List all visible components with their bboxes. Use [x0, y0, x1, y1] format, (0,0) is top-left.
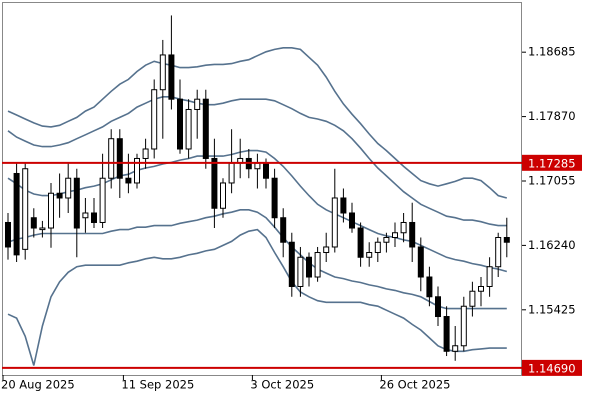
candle-body — [39, 227, 46, 231]
candle-body — [409, 221, 416, 248]
candle-body — [288, 241, 295, 287]
candle-body — [228, 162, 235, 184]
candle-body — [56, 192, 63, 199]
x-tick-label: 3 Oct 2025 — [250, 378, 314, 392]
candle-body — [13, 172, 20, 256]
y-tick-label: 1.18685 — [528, 45, 576, 59]
candle-body — [417, 246, 424, 278]
band-line — [7, 96, 507, 227]
price-label-box — [522, 359, 582, 376]
candle-body — [297, 256, 304, 287]
candle-body — [30, 217, 37, 229]
candle-body — [125, 177, 132, 184]
candle-body — [314, 252, 321, 278]
candle-body — [400, 221, 407, 234]
price-label: 1.14690 — [528, 361, 576, 375]
candle-body — [168, 54, 175, 100]
candle-body — [486, 266, 493, 287]
candle-body — [254, 162, 261, 170]
candle-body — [99, 177, 106, 223]
candle-body — [443, 316, 450, 352]
candle-body — [271, 177, 278, 219]
candle-body — [323, 246, 330, 254]
candle-body — [185, 108, 192, 150]
candle-body — [73, 177, 80, 229]
price-label-box — [522, 154, 582, 171]
candle-body — [91, 212, 97, 223]
candle-body — [374, 241, 381, 254]
x-tick-label: 11 Sep 2025 — [121, 378, 194, 392]
candle-body — [142, 148, 149, 159]
candle-body — [495, 236, 502, 268]
candle-body — [435, 296, 441, 318]
y-tick-label: 1.15425 — [528, 302, 576, 316]
candle-body — [22, 168, 29, 250]
y-tick-label: 1.17870 — [528, 109, 576, 123]
price-label: 1.17285 — [528, 156, 576, 170]
candle-body — [134, 157, 140, 184]
candle-body — [478, 285, 484, 292]
candle-body — [82, 212, 89, 219]
candle-body — [426, 276, 433, 298]
candle-body — [357, 227, 364, 258]
candle-body — [48, 192, 54, 229]
candle-body — [280, 217, 287, 243]
candle-body — [503, 236, 510, 243]
y-tick-label: 1.17055 — [528, 173, 576, 187]
band-line — [7, 209, 507, 310]
x-tick-label: 26 Oct 2025 — [379, 378, 450, 392]
y-tick-label: 1.16240 — [528, 238, 576, 252]
candle-body — [306, 256, 312, 278]
candle-body — [460, 305, 467, 347]
candle-body — [159, 54, 166, 91]
candle-body — [469, 290, 476, 307]
band-line — [7, 47, 508, 199]
candle-body — [349, 212, 355, 229]
candle-body — [392, 232, 398, 238]
candle-body — [65, 177, 72, 199]
candle-body — [331, 197, 338, 248]
candle-body — [151, 89, 158, 150]
candle-body — [177, 98, 183, 150]
x-tick-label: 20 Aug 2025 — [1, 378, 75, 392]
candle-body — [452, 345, 459, 352]
candle-body — [5, 221, 11, 248]
candle-body — [116, 138, 123, 179]
candle-body — [366, 252, 373, 258]
candle-body — [383, 236, 390, 243]
candle-body — [202, 98, 209, 159]
band-line — [7, 228, 507, 366]
candle-body — [194, 98, 201, 110]
candle-body — [263, 162, 269, 179]
candle-body — [108, 138, 115, 179]
candle-body — [220, 182, 226, 209]
candle-body — [340, 197, 347, 214]
candle-body — [211, 157, 218, 209]
